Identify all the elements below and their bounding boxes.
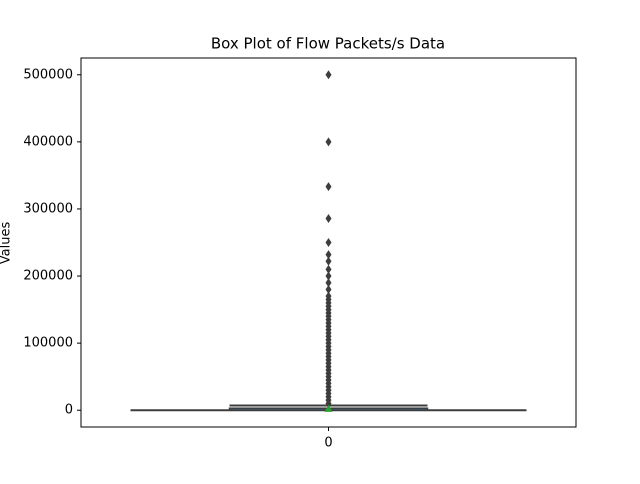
x-tick-label: 0 bbox=[324, 436, 332, 451]
y-tick-label: 400000 bbox=[23, 134, 73, 149]
y-axis-label: Values bbox=[0, 222, 14, 265]
chart-title: Box Plot of Flow Packets/s Data bbox=[211, 35, 445, 53]
outlier bbox=[325, 284, 332, 294]
y-tick-label: 500000 bbox=[23, 67, 73, 82]
outlier bbox=[325, 264, 332, 274]
y-tick-label: 300000 bbox=[23, 201, 73, 216]
outlier bbox=[325, 182, 332, 192]
outlier bbox=[325, 238, 332, 247]
y-tick-label: 0 bbox=[65, 403, 73, 418]
outlier bbox=[325, 214, 332, 224]
outlier bbox=[325, 70, 332, 80]
mean-marker bbox=[324, 404, 333, 412]
y-tick-label: 200000 bbox=[23, 269, 73, 284]
outlier bbox=[325, 399, 332, 409]
outlier bbox=[325, 278, 332, 288]
y-tick-label: 100000 bbox=[23, 336, 73, 351]
outlier bbox=[325, 256, 332, 266]
outlier bbox=[325, 137, 332, 147]
outlier bbox=[325, 250, 332, 260]
outlier bbox=[325, 271, 332, 281]
